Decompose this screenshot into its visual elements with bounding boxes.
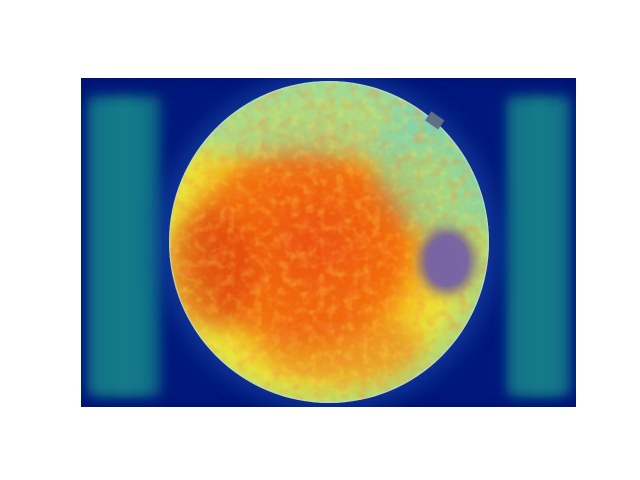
- heatmap-canvas: [81, 78, 576, 407]
- left-band: [87, 96, 161, 396]
- right-band: [506, 96, 571, 396]
- heatmap-svg: [81, 78, 576, 407]
